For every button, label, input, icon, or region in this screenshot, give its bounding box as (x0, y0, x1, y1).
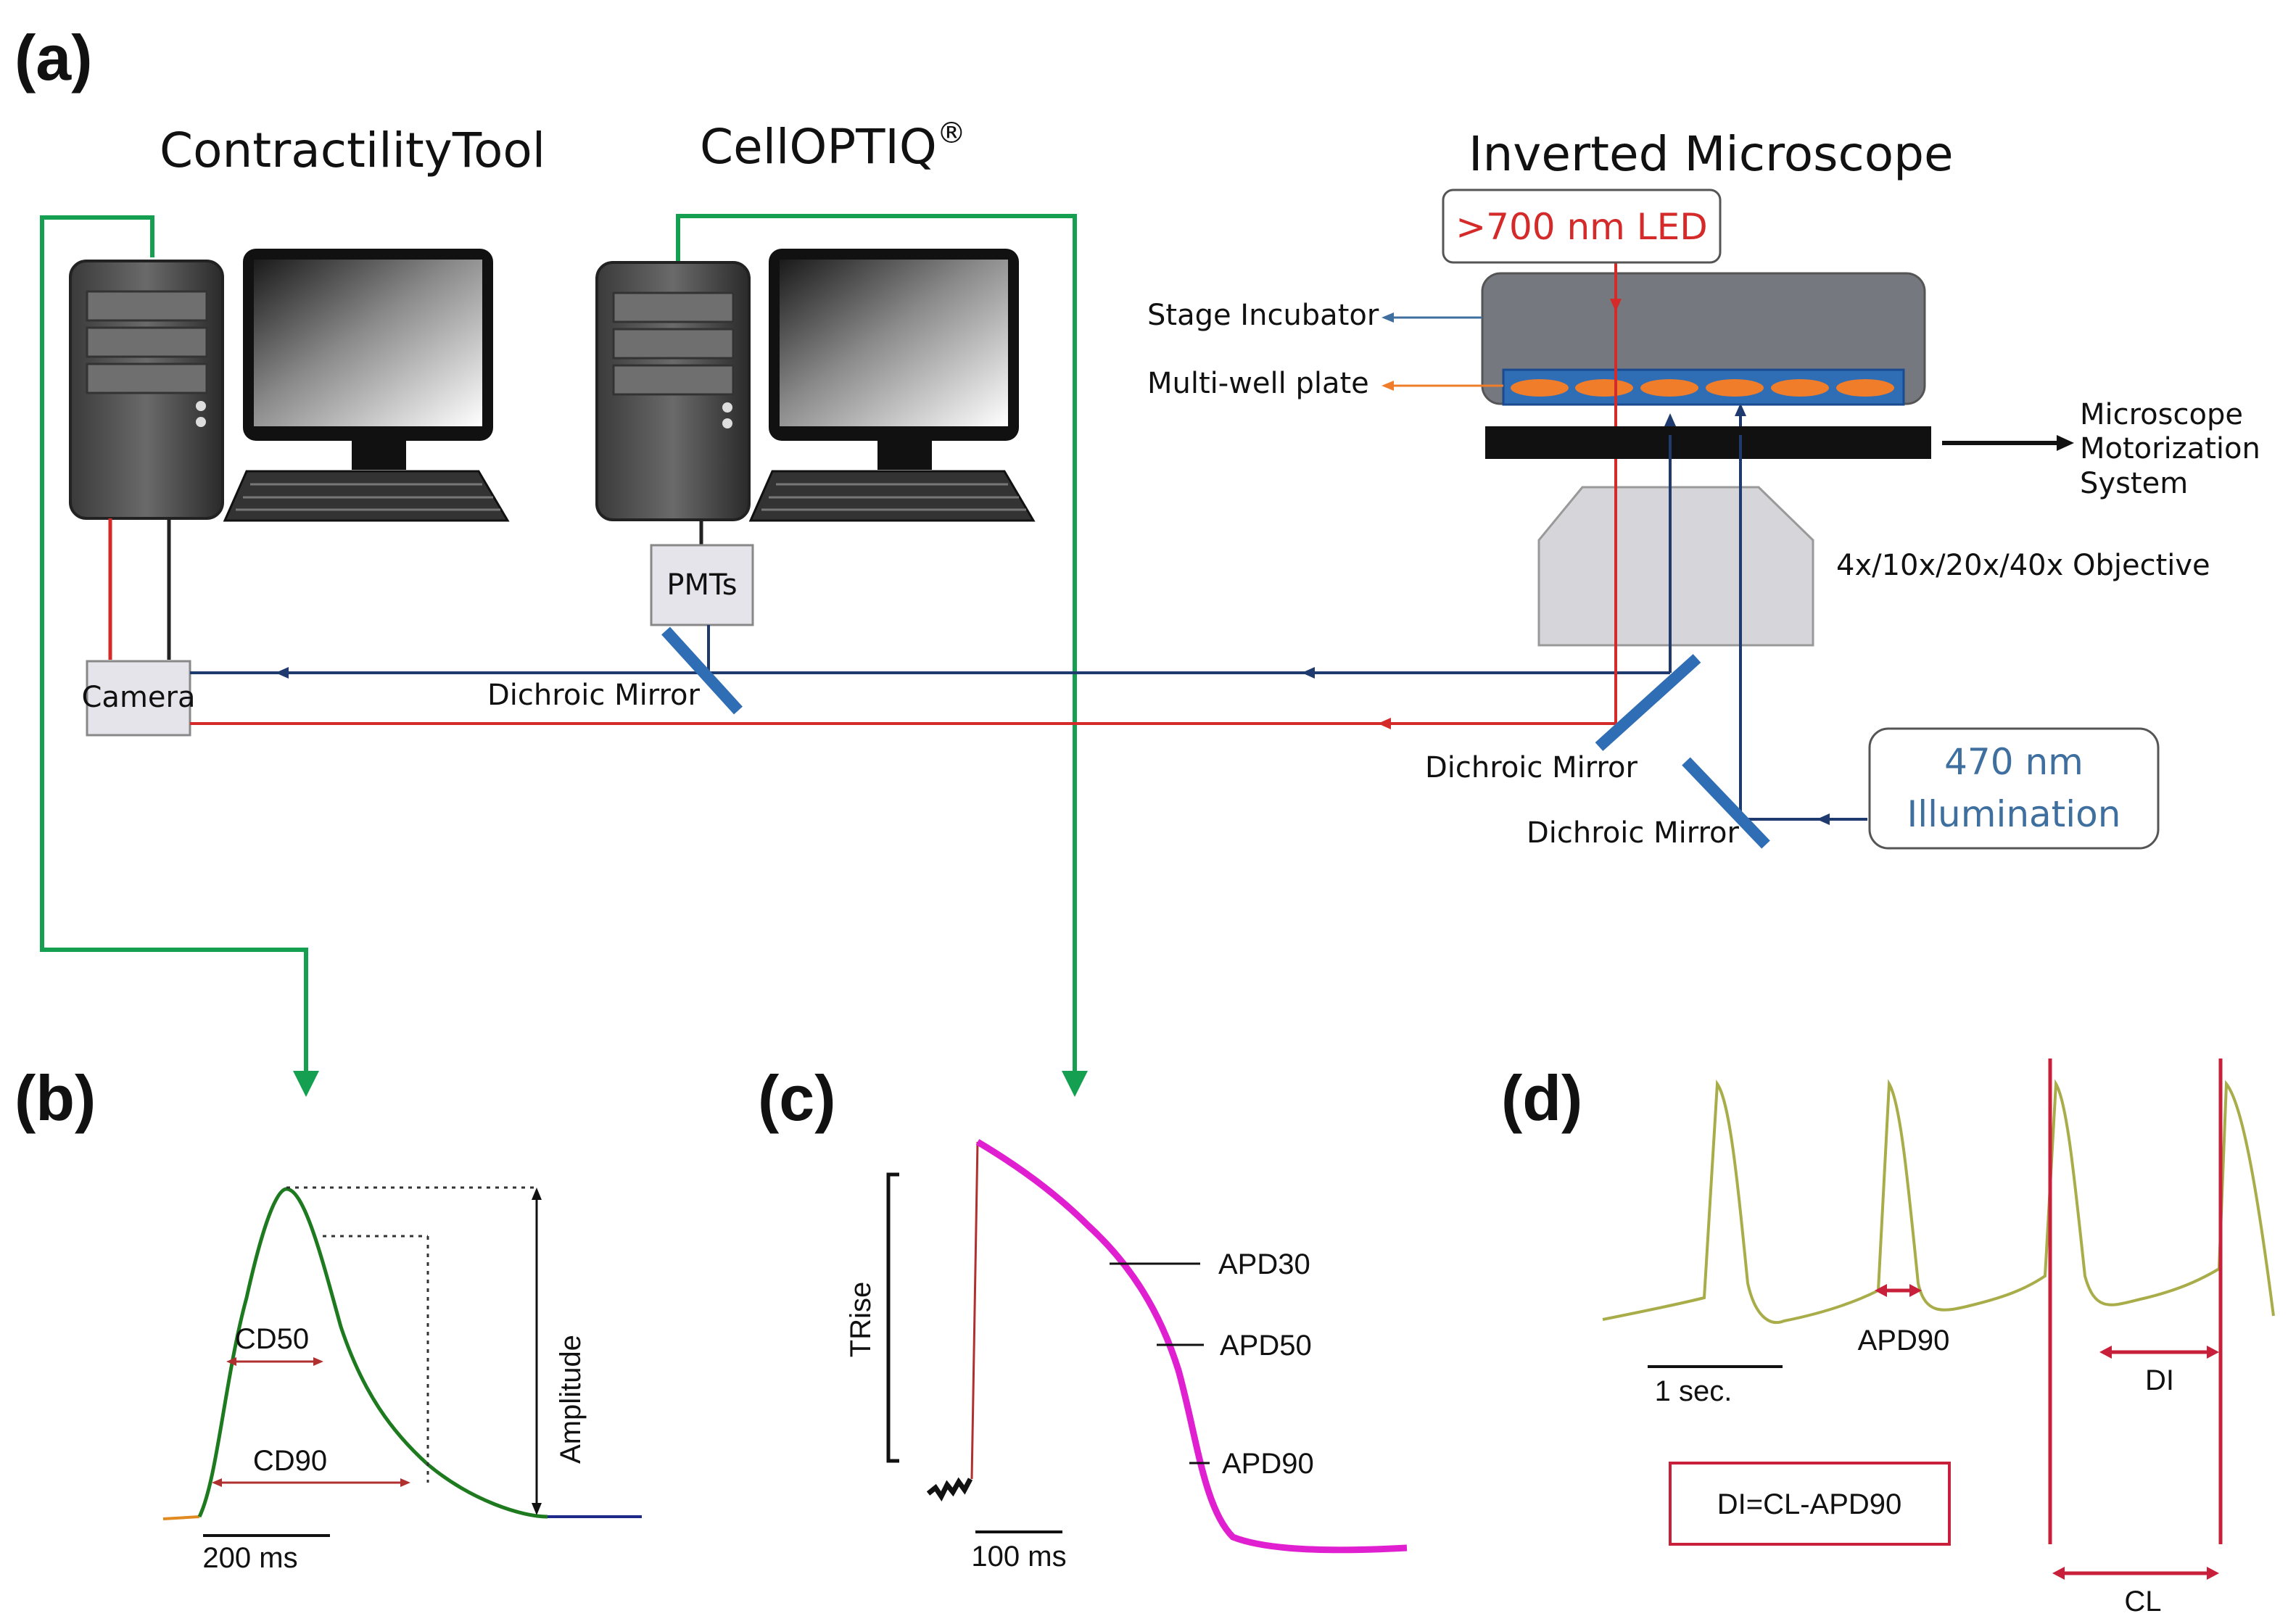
panel-d-label: (d) (1501, 1062, 1582, 1134)
stage-incubator-arrowhead (1382, 312, 1394, 323)
blue-arrowhead-5 (1817, 813, 1830, 825)
scale-label-c: 100 ms (971, 1541, 1066, 1573)
motorization-arrowhead (2057, 435, 2074, 451)
inverted-microscope-title: Inverted Microscope (1469, 126, 1954, 182)
contractilitytool-title: ContractilityTool (160, 123, 545, 178)
pmts-label: PMTs (666, 568, 737, 602)
objective-label: 4x/10x/20x/40x Objective (1836, 549, 2210, 582)
trise-bracket (886, 1172, 899, 1463)
ap-trace (975, 1139, 1408, 1554)
link-contractility-to-b (40, 215, 319, 1097)
panel-a-label: (a) (15, 22, 93, 94)
keyboard-2 (748, 470, 1036, 522)
cd90-arrowhead-right (400, 1478, 410, 1487)
apd30-label: APD30 (1218, 1248, 1310, 1280)
dichroic-mirror-lower (1682, 757, 1770, 849)
led-box: >700 nm LED (1442, 188, 1722, 264)
dichroic-mirror-pmt (661, 626, 743, 715)
cd90-arrowhead-left (212, 1478, 222, 1487)
stage-incubator-label: Stage Incubator (1147, 299, 1379, 332)
ap-upstroke (970, 1141, 979, 1480)
panel-b-label: (b) (15, 1062, 96, 1134)
multiwell-plate-arrowhead (1382, 381, 1394, 391)
blue-arrowhead-2 (1302, 667, 1315, 679)
cd50-arrowhead-right (313, 1357, 323, 1366)
motorization-line-1: Microscope (2080, 398, 2243, 431)
cl-arrowhead-left (2052, 1567, 2065, 1580)
amplitude-arrowhead-top (532, 1188, 542, 1200)
keyboard-1 (223, 470, 510, 522)
cd50-arrowhead-left (226, 1357, 236, 1366)
scale-label-d: 1 sec. (1655, 1375, 1732, 1407)
apd90-label-d: APD90 (1858, 1325, 1950, 1356)
multiwell-plate (1502, 368, 1905, 406)
cl-arrowhead-right (2207, 1567, 2219, 1580)
blue-arrowhead-1 (276, 667, 289, 679)
apd90-arrowhead-right-d (1909, 1284, 1922, 1297)
formula-box (1669, 1462, 1951, 1546)
apd90-label-c: APD90 (1222, 1448, 1314, 1480)
cl-label: CL (2124, 1586, 2161, 1617)
illumination-line-2: Illumination (1907, 793, 2121, 835)
panel-b-plot: Amplitude CD50 CD90 200 ms (162, 1186, 642, 1574)
panel-c-label: (c) (758, 1062, 836, 1134)
scale-label-b: 200 ms (202, 1542, 297, 1574)
trise-label: TRise (845, 1282, 877, 1357)
dichroic-mirror-label-3: Dichroic Mirror (1527, 816, 1740, 850)
objective (1537, 486, 1814, 647)
ap-train-trace (1602, 1079, 2275, 1324)
illumination-box: 470 nm Illumination (1868, 727, 2160, 850)
green-link-lines (40, 214, 1088, 1097)
multiwell-plate-label: Multi-well plate (1147, 367, 1369, 400)
dichroic-mirror-label-1: Dichroic Mirror (487, 679, 701, 712)
di-label: DI (2145, 1364, 2174, 1396)
motorization-line-3: System (2080, 467, 2188, 500)
pmts-box: PMTs (650, 544, 754, 626)
red-arrowhead-led-top (1610, 299, 1622, 312)
cd90-label: CD90 (253, 1445, 327, 1477)
di-arrowhead-right (2207, 1346, 2219, 1359)
motorization-line-2: Motorization (2080, 432, 2260, 465)
amplitude-arrowhead-bottom (532, 1503, 542, 1515)
link-cellopticq-to-c (676, 214, 1088, 1097)
dichroic-mirror-label-2: Dichroic Mirror (1425, 751, 1638, 784)
camera-label: Camera (82, 681, 196, 714)
led-label: >700 nm LED (1455, 206, 1707, 248)
ap-baseline-trace (926, 1477, 973, 1501)
red-arrowhead-camera (1378, 718, 1391, 729)
di-arrowhead-left (2099, 1346, 2112, 1359)
microscope-stage-bar (1485, 426, 1931, 459)
apd90-arrowhead-left-d (1875, 1284, 1887, 1297)
computer-cellopticq (595, 249, 1036, 522)
illumination-line-1: 470 nm (1944, 741, 2083, 783)
contraction-baseline-left (162, 1515, 200, 1520)
panel-c-plot: TRise APD30 APD50 APD90 100 ms (845, 1139, 1408, 1573)
dichroic-mirror-center (1595, 654, 1701, 751)
formula-label: DI=CL-APD90 (1717, 1488, 1902, 1520)
cellopticq-title: CellOPTIQ® (700, 117, 966, 175)
camera-box: Camera (82, 660, 196, 737)
apd50-label: APD50 (1220, 1330, 1312, 1362)
cd50-label: CD50 (235, 1323, 309, 1355)
amplitude-label: Amplitude (555, 1335, 587, 1464)
panel-d-plot: APD90 DI CL 1 sec. DI=CL-APD90 (1602, 1058, 2275, 1617)
computer-contractilitytool (69, 249, 510, 522)
